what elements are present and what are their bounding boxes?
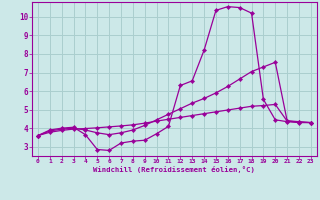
X-axis label: Windchill (Refroidissement éolien,°C): Windchill (Refroidissement éolien,°C): [93, 166, 255, 173]
